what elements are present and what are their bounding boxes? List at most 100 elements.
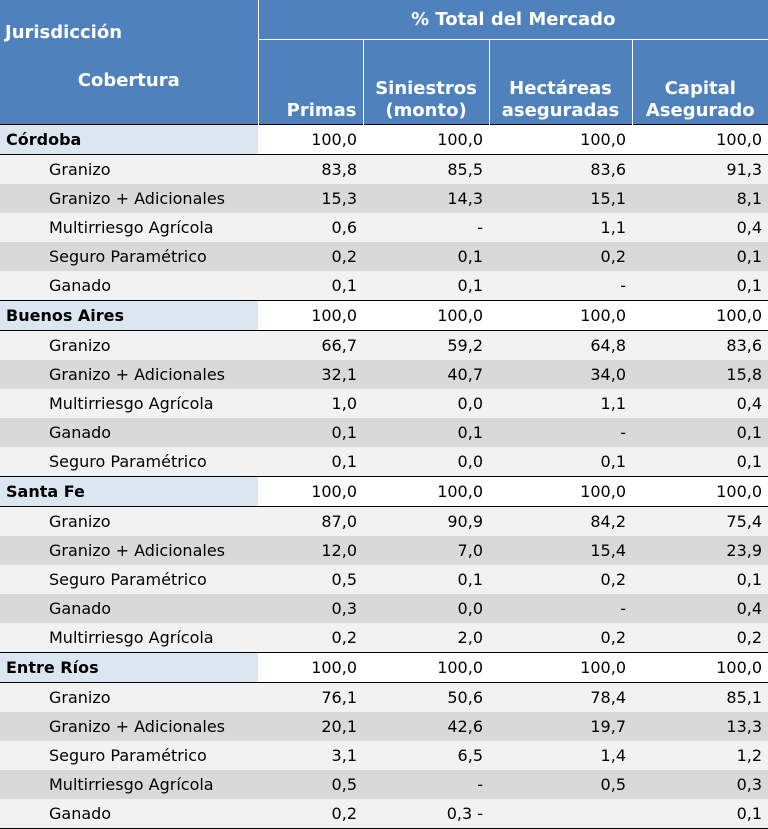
cell-value: 3,1 (258, 741, 363, 770)
cell-value (489, 799, 632, 829)
cell-value: 0,1 (489, 447, 632, 477)
cell-value: 1,4 (489, 741, 632, 770)
table-row: Granizo + Adicionales 12,0 7,0 15,4 23,9 (0, 536, 768, 565)
cell-value: 0,1 (258, 418, 363, 447)
total-value: 100,0 (632, 124, 768, 155)
cell-value: 20,1 (258, 712, 363, 741)
coverage-label: Granizo + Adicionales (0, 360, 258, 389)
cell-value: 0,1 (363, 242, 489, 271)
cell-value: 0,4 (632, 389, 768, 418)
cell-value: 1,1 (489, 389, 632, 418)
cell-value: 15,3 (258, 184, 363, 213)
col-header-hectareas: Hectáreas aseguradas (489, 39, 633, 125)
group-row: Buenos Aires 100,0 100,0 100,0 100,0 (0, 300, 768, 331)
col-header-capital: Capital Asegurado (632, 39, 768, 125)
cell-value: 15,1 (489, 184, 632, 213)
cell-value: 91,3 (632, 154, 768, 184)
total-value: 100,0 (489, 300, 632, 331)
total-market-header: % Total del Mercado (258, 0, 768, 40)
cell-value: 0,1 (363, 271, 489, 301)
cell-value: 7,0 (363, 536, 489, 565)
cell-value: 0,3 (632, 770, 768, 799)
table-row: Seguro Paramétrico 0,5 0,1 0,2 0,1 (0, 565, 768, 594)
cell-value: - (489, 594, 632, 623)
cell-value: 83,6 (632, 330, 768, 360)
table-row: Multirriesgo Agrícola 0,2 2,0 0,2 0,2 (0, 623, 768, 653)
cell-value: 1,2 (632, 741, 768, 770)
cell-value: 0,0 (363, 447, 489, 477)
total-value: 100,0 (489, 652, 632, 683)
table-row: Ganado 0,1 0,1-0,1 (0, 418, 768, 447)
cell-value: 85,1 (632, 682, 768, 712)
total-value: 100,0 (363, 476, 489, 507)
coverage-label: Ganado (0, 418, 258, 447)
cell-value: 0,4 (632, 594, 768, 623)
cell-value: 1,0 (258, 389, 363, 418)
cell-value: 0,5 (489, 770, 632, 799)
table-row: Granizo 87,0 90,9 84,2 75,4 (0, 506, 768, 536)
cell-value: 0,1 (632, 565, 768, 594)
table-row: Multirriesgo Agrícola 0,5-0,5 0,3 (0, 770, 768, 799)
cell-value: 1,1 (489, 213, 632, 242)
cell-value: 50,6 (363, 682, 489, 712)
cell-value: - (363, 213, 489, 242)
cell-value: 64,8 (489, 330, 632, 360)
cell-value: 14,3 (363, 184, 489, 213)
cell-value: 0,1 (632, 447, 768, 477)
table-row: Seguro Paramétrico 0,2 0,1 0,2 0,1 (0, 242, 768, 271)
group-row: Santa Fe 100,0 100,0 100,0 100,0 (0, 476, 768, 507)
table-row: Granizo 76,1 50,6 78,4 85,1 (0, 682, 768, 712)
cell-value: 13,3 (632, 712, 768, 741)
cell-value: - (363, 770, 489, 799)
cell-value: 6,5 (363, 741, 489, 770)
cell-value: 0,3 - (363, 799, 489, 829)
total-value: 100,0 (489, 476, 632, 507)
total-value: 100,0 (632, 652, 768, 683)
coverage-label: Granizo + Adicionales (0, 536, 258, 565)
cell-value: 78,4 (489, 682, 632, 712)
table-body: Córdoba 100,0 100,0 100,0 100,0 Granizo 83,8 85… (0, 124, 768, 829)
cell-value: 0,2 (258, 799, 363, 829)
cell-value: 59,2 (363, 330, 489, 360)
cell-value: 0,2 (632, 623, 768, 653)
jurisdiccion-header: Jurisdicción (5, 22, 123, 43)
cell-value: 83,6 (489, 154, 632, 184)
total-value: 100,0 (632, 476, 768, 507)
cell-value: 15,8 (632, 360, 768, 389)
coverage-label: Seguro Paramétrico (0, 741, 258, 770)
table-row: Ganado 0,1 0,1-0,1 (0, 271, 768, 301)
group-row: Córdoba 100,0 100,0 100,0 100,0 (0, 124, 768, 155)
cell-value: 0,2 (489, 623, 632, 653)
cell-value: 0,1 (363, 418, 489, 447)
coverage-label: Granizo + Adicionales (0, 184, 258, 213)
total-value: 100,0 (363, 652, 489, 683)
cell-value: 87,0 (258, 506, 363, 536)
cell-value: 40,7 (363, 360, 489, 389)
jurisdiction-name: Entre Ríos (0, 652, 258, 683)
cell-value: 0,3 (258, 594, 363, 623)
coverage-label: Multirriesgo Agrícola (0, 623, 258, 653)
coverage-label: Granizo (0, 154, 258, 184)
table-row: Granizo + Adicionales 15,3 14,3 15,1 8,1 (0, 184, 768, 213)
table-row: Ganado 0,3 0,0-0,4 (0, 594, 768, 623)
cell-value: 0,1 (632, 418, 768, 447)
cell-value: 32,1 (258, 360, 363, 389)
cell-value: 90,9 (363, 506, 489, 536)
cell-value: - (489, 271, 632, 301)
coverage-label: Seguro Paramétrico (0, 565, 258, 594)
coverage-label: Seguro Paramétrico (0, 242, 258, 271)
cell-value: 12,0 (258, 536, 363, 565)
coverage-label: Granizo (0, 330, 258, 360)
cell-value: 2,0 (363, 623, 489, 653)
cell-value: 0,1 (258, 271, 363, 301)
jurisdiction-name: Santa Fe (0, 476, 258, 507)
cell-value: 0,2 (258, 623, 363, 653)
table-row: Granizo + Adicionales 20,1 42,6 19,7 13,3 (0, 712, 768, 741)
cell-value: 83,8 (258, 154, 363, 184)
total-value: 100,0 (258, 652, 363, 683)
cell-value: 23,9 (632, 536, 768, 565)
coverage-label: Multirriesgo Agrícola (0, 770, 258, 799)
cell-value: 8,1 (632, 184, 768, 213)
coverage-label: Multirriesgo Agrícola (0, 389, 258, 418)
